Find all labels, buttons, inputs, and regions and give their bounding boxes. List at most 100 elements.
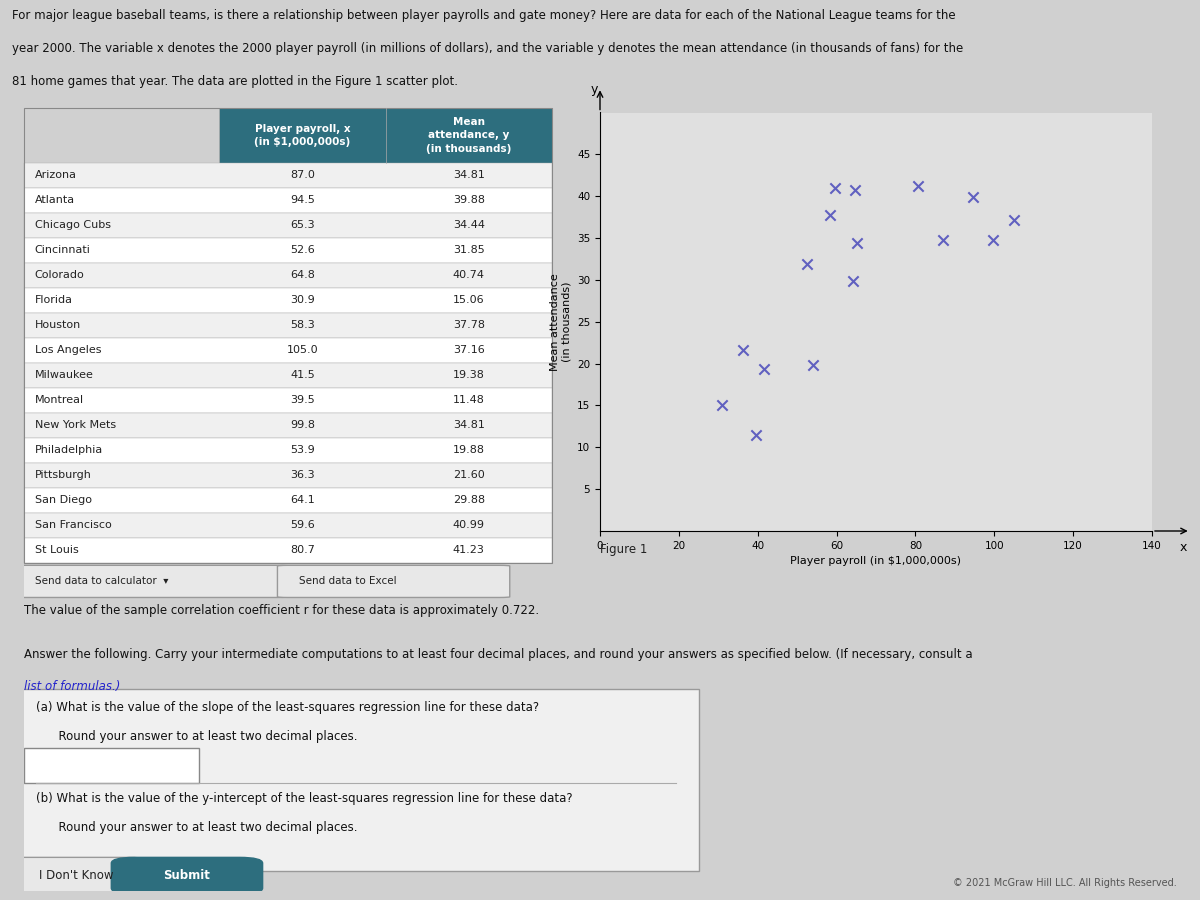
Text: list of formulas.): list of formulas.) [24,680,120,693]
Text: y: y [590,83,598,95]
FancyBboxPatch shape [24,338,552,363]
Text: 94.5: 94.5 [290,195,314,205]
Text: San Diego: San Diego [35,495,91,505]
Text: Montreal: Montreal [35,395,84,405]
FancyBboxPatch shape [24,288,552,313]
Text: 58.3: 58.3 [290,320,314,330]
Text: Pittsburgh: Pittsburgh [35,470,91,480]
Point [746,428,766,442]
Text: 64.8: 64.8 [290,270,314,280]
Text: Florida: Florida [35,295,72,305]
Text: 34.44: 34.44 [452,220,485,230]
Point [908,179,928,194]
FancyBboxPatch shape [24,263,552,288]
Text: 105.0: 105.0 [287,346,318,356]
Text: 19.88: 19.88 [452,446,485,455]
FancyBboxPatch shape [24,413,552,437]
Point [1004,212,1024,227]
Point [962,190,982,204]
Point [984,232,1003,247]
Text: New York Mets: New York Mets [35,420,115,430]
Text: 39.5: 39.5 [290,395,314,405]
Text: 37.78: 37.78 [452,320,485,330]
Text: 31.85: 31.85 [452,246,485,256]
Text: Chicago Cubs: Chicago Cubs [35,220,110,230]
Text: 59.6: 59.6 [290,520,314,530]
Text: 41.5: 41.5 [290,370,314,380]
X-axis label: Player payroll (in $1,000,000s): Player payroll (in $1,000,000s) [791,556,961,566]
Point [798,257,817,272]
Text: San Francisco: San Francisco [35,520,112,530]
Text: 53.9: 53.9 [290,446,314,455]
Point [733,343,752,357]
Text: 52.6: 52.6 [290,246,314,256]
Text: 80.7: 80.7 [290,545,314,555]
FancyBboxPatch shape [24,388,552,413]
Text: 15.06: 15.06 [454,295,485,305]
FancyBboxPatch shape [220,108,552,163]
Text: Houston: Houston [35,320,80,330]
FancyBboxPatch shape [277,565,510,598]
Text: Colorado: Colorado [35,270,84,280]
FancyBboxPatch shape [24,748,199,783]
FancyBboxPatch shape [24,513,552,537]
Text: 41.23: 41.23 [452,545,485,555]
Text: The value of the sample correlation coefficient r for these data is approximatel: The value of the sample correlation coef… [24,605,539,617]
FancyBboxPatch shape [24,437,552,463]
Text: 64.1: 64.1 [290,495,314,505]
FancyBboxPatch shape [13,565,288,598]
Text: Atlanta: Atlanta [35,195,74,205]
Point [754,362,773,376]
Text: 99.8: 99.8 [290,420,316,430]
Text: 11.48: 11.48 [452,395,485,405]
FancyBboxPatch shape [1,858,152,894]
Text: Philadelphia: Philadelphia [35,446,103,455]
Point [846,183,865,197]
FancyBboxPatch shape [24,188,552,213]
Y-axis label: Mean attendance
(in thousands): Mean attendance (in thousands) [550,273,571,371]
Text: Figure 1: Figure 1 [600,543,647,555]
FancyBboxPatch shape [24,163,552,188]
Point [826,181,845,195]
Text: Mean
attendance, y
(in thousands): Mean attendance, y (in thousands) [426,117,511,154]
Text: 37.16: 37.16 [452,346,485,356]
Text: Round your answer to at least two decimal places.: Round your answer to at least two decima… [36,730,358,743]
FancyBboxPatch shape [24,537,552,562]
Text: 19.38: 19.38 [452,370,485,380]
Text: 34.81: 34.81 [452,420,485,430]
Text: year 2000. The variable x denotes the 2000 player payroll (in millions of dollar: year 2000. The variable x denotes the 20… [12,42,964,55]
Point [821,208,840,222]
Text: St Louis: St Louis [35,545,78,555]
FancyBboxPatch shape [24,363,552,388]
Text: 65.3: 65.3 [290,220,314,230]
Text: 40.74: 40.74 [452,270,485,280]
Text: 34.81: 34.81 [452,170,485,180]
Text: Round your answer to at least two decimal places.: Round your answer to at least two decima… [36,821,358,833]
Text: Submit: Submit [163,869,210,882]
FancyBboxPatch shape [112,858,263,894]
Text: Answer the following. Carry your intermediate computations to at least four deci: Answer the following. Carry your interme… [24,648,973,662]
FancyBboxPatch shape [24,488,552,513]
Text: 36.3: 36.3 [290,470,314,480]
Text: Player payroll, x
(in $1,000,000s): Player payroll, x (in $1,000,000s) [254,124,350,147]
Text: I Don't Know: I Don't Know [40,869,114,882]
Text: Send data to Excel: Send data to Excel [299,576,396,587]
Point [713,398,732,412]
Text: 21.60: 21.60 [452,470,485,480]
Text: Los Angeles: Los Angeles [35,346,101,356]
Text: Send data to calculator  ▾: Send data to calculator ▾ [35,576,168,587]
FancyBboxPatch shape [24,463,552,488]
Text: 29.88: 29.88 [452,495,485,505]
Point [844,274,863,288]
Text: (a) What is the value of the slope of the least-squares regression line for thes: (a) What is the value of the slope of th… [36,701,539,714]
Text: 87.0: 87.0 [290,170,314,180]
FancyBboxPatch shape [24,238,552,263]
FancyBboxPatch shape [24,213,552,238]
Text: 30.9: 30.9 [290,295,314,305]
FancyBboxPatch shape [12,689,700,870]
Text: 81 home games that year. The data are plotted in the Figure 1 scatter plot.: 81 home games that year. The data are pl… [12,76,458,88]
Text: (b) What is the value of the y-intercept of the least-squares regression line fo: (b) What is the value of the y-intercept… [36,792,572,805]
Text: 39.88: 39.88 [452,195,485,205]
Text: Milwaukee: Milwaukee [35,370,94,380]
Text: For major league baseball teams, is there a relationship between player payrolls: For major league baseball teams, is ther… [12,9,955,22]
